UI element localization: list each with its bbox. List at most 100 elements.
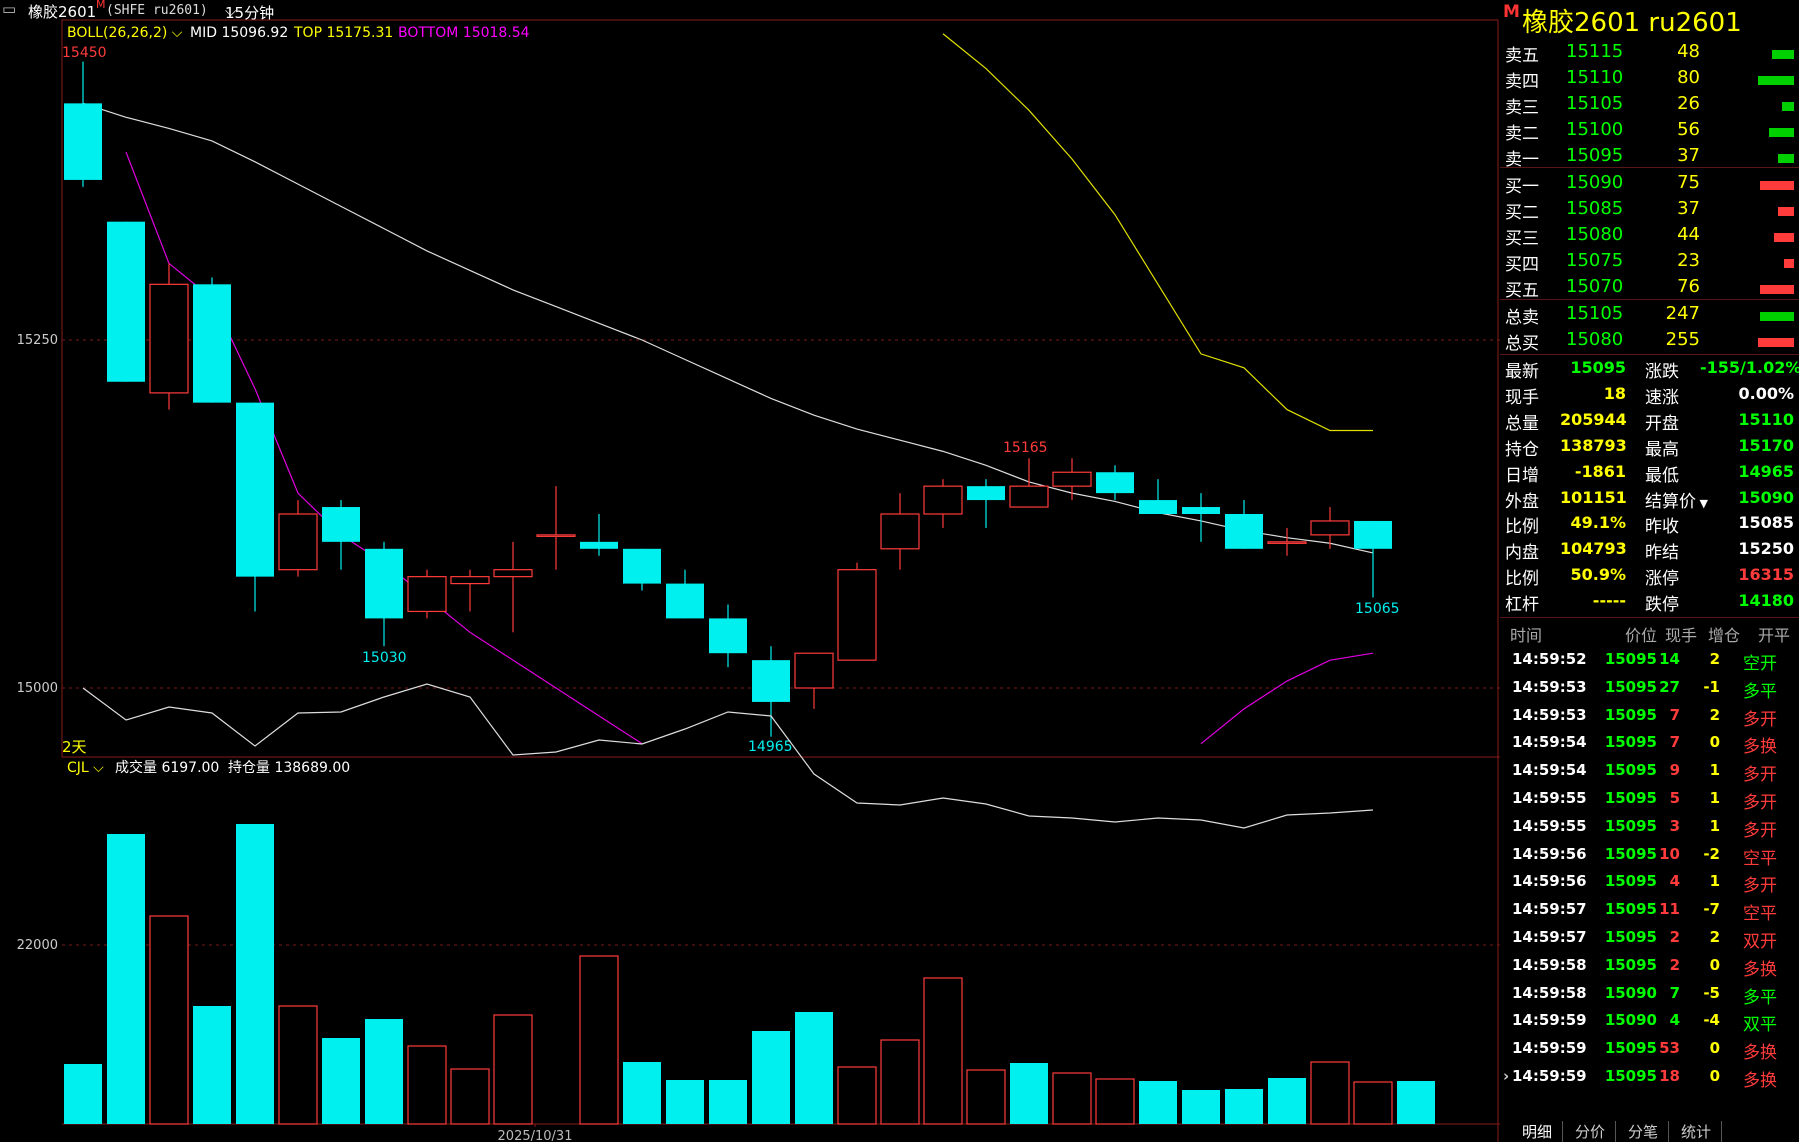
kline-chart[interactable]: 15250 15000 22000 2天 2025/10/31 BOLL(26,26,2)… [0,0,1500,1142]
tick-row[interactable]: 14:59:59 15095 53 0 多换 [1500,1039,1799,1063]
panel-tab-0[interactable]: 明细 [1512,1121,1563,1142]
stat-value: 15090 [1738,487,1794,507]
stat-value: 49.1% [1570,513,1626,533]
order-level-label: 卖三 [1505,97,1539,118]
tick-time: 14:59:53 [1512,677,1587,696]
tick-type: 多换 [1743,1043,1777,1064]
tick-row[interactable]: 14:59:53 15095 27 -1 多平 [1500,678,1799,702]
tick-volume: 7 [1669,733,1680,752]
days-label: 2天 [62,738,87,756]
chart-header: ▭ 橡胶2601 M (SHFE ru2601) 15分钟 ⌵ [0,0,1500,22]
order-level-volume: 48 [1677,41,1700,62]
stat-label: 比例 [1505,569,1539,590]
tick-volume: 5 [1669,789,1680,807]
tick-header: 价位 [1624,626,1657,645]
order-level-price: 15095 [1566,144,1624,166]
tick-price: 15095 [1604,650,1657,668]
volume-bar [666,1080,704,1124]
order-volume-bar [1760,312,1794,321]
tick-header: 开平 [1757,626,1790,645]
instrument-mark: M [96,0,106,11]
stat-label: 比例 [1505,517,1539,538]
stat-value: 18 [1603,383,1626,403]
tick-row[interactable]: 14:59:55 15095 3 1 多开 [1500,817,1799,841]
tick-row[interactable]: 14:59:58 15090 7 -5 多平 [1500,984,1799,1008]
stat-value: 15170 [1738,435,1794,455]
order-volume-bar [1769,127,1794,137]
tick-time: 14:59:54 [1512,733,1587,752]
volume-indicator-name: CJL ⌵ [67,760,104,776]
order-level-volume: 44 [1677,223,1700,245]
order-volume-bar [1758,75,1794,85]
stat-label: 日增 [1505,465,1539,486]
tick-row[interactable]: 14:59:58 15095 2 0 多换 [1500,956,1799,980]
instrument-title[interactable]: 橡胶2601 [28,3,97,21]
tick-oi-change: 0 [1709,1067,1720,1085]
volume-bar [493,1014,533,1125]
volume-bar [64,1064,102,1124]
minimize-icon[interactable]: ▭ [2,0,17,18]
order-level-volume: 80 [1677,66,1700,88]
tick-volume: 9 [1669,761,1680,780]
tick-time: 14:59:52 [1512,650,1587,668]
stat-value: 15095 [1570,358,1626,377]
tick-volume: 2 [1669,955,1680,974]
panel-tab-2[interactable]: 分笔 [1618,1121,1669,1142]
volume-bar [1095,1078,1135,1125]
tick-row[interactable]: 14:59:53 15095 7 2 多开 [1500,706,1799,730]
stat-value: -1861 [1574,461,1626,481]
tick-time: 14:59:55 [1512,816,1587,835]
tick-volume: 14 [1659,650,1680,668]
stat-label[interactable]: 结算价 ▼ [1645,491,1708,512]
candle-body [1139,500,1177,514]
tick-oi-change: 0 [1709,955,1720,974]
tick-oi-change: -4 [1703,1011,1720,1030]
stat-value: 16315 [1738,565,1794,585]
tick-row[interactable]: 14:59:52 15095 14 2 空开 [1500,650,1799,674]
open-interest-line [82,683,1374,829]
stat-value: 14180 [1738,591,1794,611]
stat-value: 0.00% [1738,383,1794,403]
tick-type: 双开 [1743,932,1777,952]
tick-row[interactable]: 14:59:56 15095 4 1 多开 [1500,872,1799,896]
stat-value: 15250 [1738,539,1794,559]
tick-oi-change: -5 [1703,983,1720,1002]
tick-row[interactable]: 14:59:55 15095 5 1 多开 [1500,789,1799,813]
tick-volume: 53 [1659,1039,1680,1058]
tick-time: 14:59:53 [1512,705,1587,724]
order-volume-bar [1760,181,1794,190]
candle-body [1009,485,1049,508]
order-level-volume: 37 [1677,144,1700,166]
candle-body [1052,471,1092,487]
order-level-label: 卖四 [1505,71,1539,92]
tick-row[interactable]: 14:59:54 15095 9 1 多开 [1500,761,1799,785]
tick-type: 空开 [1743,654,1777,674]
tick-header: 现手 [1664,626,1697,645]
tick-type: 多平 [1743,987,1777,1008]
order-level-label: 卖五 [1505,46,1539,66]
tick-type: 多开 [1743,820,1777,841]
panel-tab-1[interactable]: 分价 [1565,1121,1616,1142]
tick-row[interactable]: 14:59:59 15090 4 -4 双平 [1500,1011,1799,1035]
volume-value-label: 成交量 6197.00 [115,759,219,776]
order-level-label: 买五 [1505,280,1539,301]
tick-price: 15095 [1604,816,1657,835]
tick-row[interactable]: 14:59:57 15095 11 -7 空平 [1500,900,1799,924]
boll-bottom-line [125,151,1374,745]
tick-row[interactable]: 14:59:56 15095 10 -2 空平 [1500,845,1799,869]
stat-value: 15110 [1738,409,1794,429]
order-level-volume: 37 [1677,197,1700,219]
tick-volume: 4 [1669,872,1680,891]
tick-row[interactable]: 14:59:57 15095 2 2 双开 [1500,928,1799,952]
candle-body [107,221,145,382]
panel-tab-3[interactable]: 统计 [1671,1121,1722,1142]
tick-row[interactable]: › 14:59:59 15095 18 0 多换 [1500,1067,1799,1091]
stat-label: 开盘 [1645,413,1679,434]
stat-label: 昨结 [1645,543,1679,564]
tick-row[interactable]: 14:59:54 15095 7 0 多换 [1500,733,1799,757]
order-level-label: 卖一 [1505,149,1539,170]
tick-time: 14:59:55 [1512,789,1587,807]
tick-time: 14:59:59 [1512,1039,1587,1058]
tick-oi-change: 2 [1709,928,1720,946]
order-level-label: 买三 [1505,228,1539,249]
